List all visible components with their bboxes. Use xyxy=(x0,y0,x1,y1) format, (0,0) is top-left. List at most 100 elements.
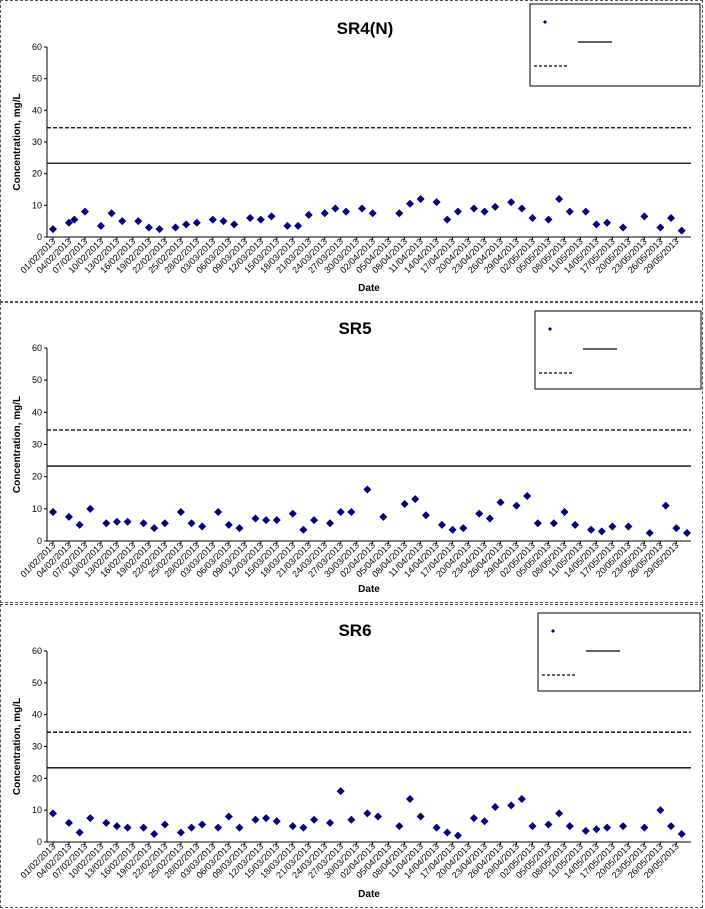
data-point xyxy=(581,826,590,835)
data-point xyxy=(555,195,564,203)
data-point xyxy=(453,831,462,840)
data-point xyxy=(251,514,260,523)
data-point xyxy=(251,815,260,824)
data-point xyxy=(395,822,404,831)
legend xyxy=(529,3,701,87)
data-point xyxy=(171,223,180,232)
data-point xyxy=(656,223,665,232)
y-axis-label: Concentration, mg/L xyxy=(12,698,23,795)
data-point xyxy=(139,823,148,832)
legend xyxy=(534,310,702,390)
y-tick-label: 60 xyxy=(32,343,42,353)
data-point xyxy=(134,217,143,226)
data-point xyxy=(432,198,441,207)
data-point xyxy=(560,508,569,517)
data-point xyxy=(176,828,185,837)
data-point xyxy=(544,820,553,829)
data-point xyxy=(283,221,292,230)
data-point xyxy=(320,209,329,218)
data-point xyxy=(667,822,676,831)
data-point xyxy=(102,519,111,528)
data-point xyxy=(304,210,313,219)
data-point xyxy=(619,822,628,831)
data-point xyxy=(363,485,372,494)
data-point xyxy=(288,509,297,518)
data-point xyxy=(469,814,478,823)
chart-svg-sr6: SR6010203040506001/02/201304/02/201307/0… xyxy=(12,612,701,900)
data-point xyxy=(288,822,297,831)
data-point xyxy=(299,525,308,534)
data-point xyxy=(453,207,462,216)
data-point xyxy=(331,204,340,213)
data-point xyxy=(672,524,681,533)
data-point xyxy=(587,525,596,534)
y-tick-label: 50 xyxy=(32,375,42,385)
data-point xyxy=(262,516,271,525)
data-point xyxy=(624,522,633,531)
data-point xyxy=(192,218,201,227)
data-point xyxy=(480,817,489,826)
y-tick-label: 0 xyxy=(37,232,42,242)
data-point xyxy=(523,491,532,500)
data-point xyxy=(395,209,404,218)
data-point xyxy=(405,199,414,208)
data-point xyxy=(549,519,558,528)
data-point xyxy=(400,500,409,509)
data-point xyxy=(565,207,574,216)
data-point xyxy=(75,828,84,837)
data-point xyxy=(373,812,382,821)
y-tick-label: 20 xyxy=(32,472,42,482)
data-point xyxy=(294,221,303,230)
data-point xyxy=(112,517,121,526)
data-point xyxy=(80,207,89,216)
data-point xyxy=(661,501,670,510)
data-point xyxy=(176,508,185,517)
data-point xyxy=(187,823,196,832)
data-point xyxy=(603,218,612,227)
chart-svg-sr5: SR5010203040506001/02/201304/02/201307/0… xyxy=(12,310,702,595)
data-point xyxy=(491,802,500,811)
data-point xyxy=(272,516,281,525)
data-point xyxy=(683,528,691,537)
data-point xyxy=(139,519,148,528)
data-point xyxy=(517,795,526,804)
data-point xyxy=(416,195,425,203)
data-point xyxy=(102,818,111,827)
y-tick-label: 10 xyxy=(32,504,42,514)
y-tick-label: 60 xyxy=(32,42,42,52)
data-point xyxy=(480,207,489,216)
data-point xyxy=(342,207,351,216)
data-point xyxy=(416,812,425,821)
data-point xyxy=(235,823,244,832)
chart-panel-sr5: SR5 0 10 20 30 40 50 60 01/02/2013 04/02/2013 07/0… xyxy=(0,302,703,603)
data-point xyxy=(363,809,372,818)
data-point xyxy=(347,508,356,517)
chart-title: SR5 xyxy=(338,319,371,338)
data-point xyxy=(443,215,452,224)
data-point xyxy=(512,501,521,510)
data-point xyxy=(49,225,57,234)
data-point xyxy=(123,517,132,526)
data-point xyxy=(208,215,217,224)
data-point xyxy=(533,519,542,528)
y-tick-label: 30 xyxy=(32,440,42,450)
data-point xyxy=(123,823,132,832)
data-point xyxy=(64,818,73,827)
data-point xyxy=(565,822,574,831)
chart-svg-sr4n: SR4(N)010203040506001/02/201304/02/20130… xyxy=(12,3,701,294)
chart-title: SR6 xyxy=(338,621,371,640)
data-point xyxy=(310,815,319,824)
y-tick-label: 60 xyxy=(32,646,42,656)
data-point xyxy=(160,820,169,829)
data-point xyxy=(571,520,580,529)
data-point xyxy=(187,519,196,528)
data-point xyxy=(469,204,478,213)
data-point xyxy=(496,498,505,507)
data-point xyxy=(224,812,233,821)
data-point xyxy=(379,512,388,521)
data-point xyxy=(214,823,223,832)
y-tick-label: 30 xyxy=(32,742,42,752)
data-point xyxy=(107,209,116,218)
y-tick-label: 10 xyxy=(32,200,42,210)
data-point xyxy=(235,524,244,533)
